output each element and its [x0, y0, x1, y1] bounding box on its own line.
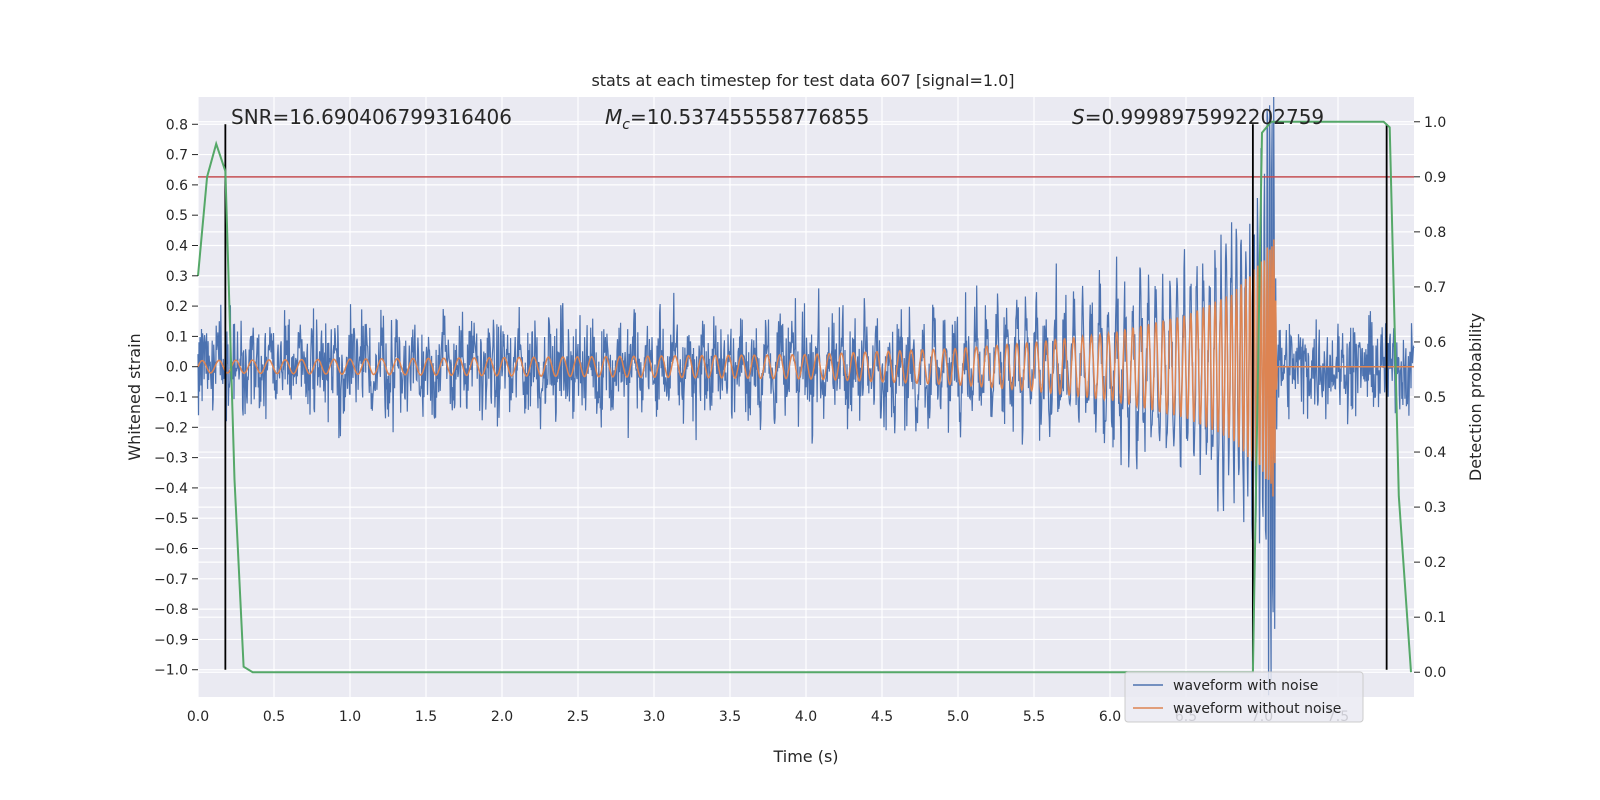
y-tick-label: 0.1: [166, 329, 188, 345]
y2-tick-label: 0.2: [1424, 555, 1446, 571]
y2-axis-label: Detection probability: [1466, 313, 1485, 481]
score-value: =0.9998975992202759: [1085, 105, 1324, 129]
legend: waveform with noise waveform without noi…: [1124, 671, 1364, 723]
y-tick-label: −1.0: [154, 663, 188, 679]
x-tick-label: 4.0: [795, 709, 817, 725]
y-tick-label: −0.5: [154, 511, 188, 527]
y-tick-label: 0.4: [166, 238, 188, 254]
y-tick-label: 0.7: [166, 148, 188, 164]
y-axis-right: 1.0 0.9 0.8 0.7 0.6 0.5 0.4 0.3 0.2 0.1 0.0: [1414, 115, 1446, 681]
y-tick-label: −0.2: [154, 420, 188, 436]
x-tick-label: 4.5: [871, 709, 893, 725]
x-tick-label: 0.5: [263, 709, 285, 725]
y2-tick-label: 0.9: [1424, 170, 1446, 186]
y2-tick-label: 0.6: [1424, 335, 1446, 351]
legend-label-clean: waveform without noise: [1173, 701, 1341, 717]
y-tick-label: 0.5: [166, 208, 188, 224]
y-tick-label: −0.6: [154, 542, 188, 558]
y-tick-label: 0.3: [166, 269, 188, 285]
score-symbol: S: [1072, 105, 1085, 129]
y2-tick-label: 0.7: [1424, 280, 1446, 296]
y2-tick-label: 0.1: [1424, 610, 1446, 626]
legend-label-noise: waveform with noise: [1173, 678, 1318, 694]
series-waveform-without-noise: [197, 239, 1414, 497]
y2-tick-label: 0.8: [1424, 225, 1446, 241]
x-tick-label: 5.5: [1023, 709, 1045, 725]
x-tick-label: 2.0: [491, 709, 513, 725]
x-tick-label: 3.5: [719, 709, 741, 725]
x-tick-label: 6.0: [1099, 709, 1121, 725]
y-tick-label: −0.8: [154, 602, 188, 618]
x-tick-label: 2.5: [567, 709, 589, 725]
x-tick-label: 1.5: [415, 709, 437, 725]
y-tick-label: 0.6: [166, 178, 188, 194]
y-axis-label: Whitened strain: [125, 333, 144, 460]
y-tick-label: 0.2: [166, 299, 188, 315]
y2-tick-label: 0.3: [1424, 500, 1446, 516]
y2-tick-label: 0.4: [1424, 445, 1446, 461]
series-waveform-with-noise: [197, 96, 1415, 696]
legend-box: [1124, 671, 1364, 723]
y-tick-label: −0.3: [154, 451, 188, 467]
y-tick-label: 0.0: [166, 360, 188, 376]
x-tick-label: 3.0: [643, 709, 665, 725]
chart-title: stats at each timestep for test data 607…: [591, 71, 1014, 90]
chirp-mass-annotation: Mc=10.537455558776855: [605, 105, 869, 133]
y2-tick-label: 0.5: [1424, 390, 1446, 406]
y-tick-label: 0.8: [166, 117, 188, 133]
y2-tick-label: 0.0: [1424, 665, 1446, 681]
chirp-mass-symbol: M: [605, 105, 622, 129]
y-axis-left: 0.8 0.7 0.6 0.5 0.4 0.3 0.2 0.1 0.0 −0.1 −0.2 −0.3 −…: [154, 117, 198, 679]
x-axis-label: Time (s): [772, 747, 838, 766]
y-tick-label: −0.9: [154, 632, 188, 648]
score-annotation: S=0.9998975992202759: [1072, 105, 1324, 129]
x-tick-label: 1.0: [339, 709, 361, 725]
chirp-mass-subscript: c: [622, 117, 630, 133]
y-tick-label: −0.1: [154, 390, 188, 406]
x-tick-label: 5.0: [947, 709, 969, 725]
x-axis: 0.00.51.01.52.02.53.03.54.04.55.05.56.06…: [187, 709, 1349, 725]
y-tick-label: −0.4: [154, 481, 188, 497]
y-tick-label: −0.7: [154, 572, 188, 588]
snr-annotation: SNR=16.690406799316406: [231, 105, 512, 129]
chirp-mass-value: =10.537455558776855: [630, 105, 869, 129]
x-tick-label: 0.0: [187, 709, 209, 725]
y2-tick-label: 1.0: [1424, 115, 1446, 131]
